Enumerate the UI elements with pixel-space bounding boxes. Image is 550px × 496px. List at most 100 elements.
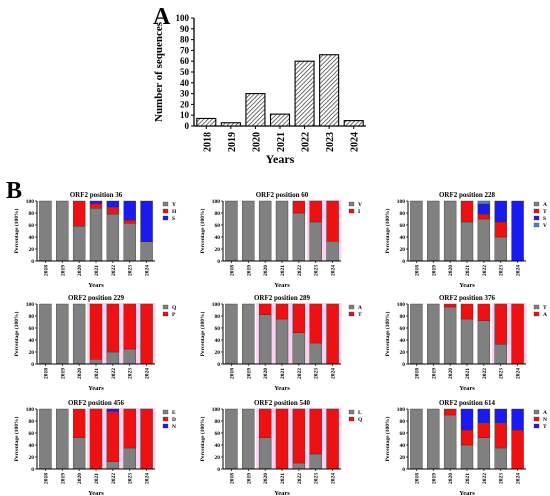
x-tick-label: 2018 — [229, 473, 235, 484]
bar-segment-t-2023 — [494, 221, 507, 238]
y-axis-title: Percentage (100%) — [384, 417, 391, 462]
bar-2020 — [245, 93, 266, 127]
x-tick-label: 2020 — [448, 368, 454, 379]
bar-segment-a-2021 — [460, 221, 474, 262]
bar-segment-e-2020 — [72, 437, 86, 470]
y-tick-label: 90 — [180, 24, 190, 34]
y-tick-label: 100 — [397, 302, 406, 308]
bar-segment-y-2020 — [72, 225, 86, 262]
bar-segment-t-2021 — [460, 318, 474, 365]
subchart-title: ORF2 position 229 — [68, 294, 125, 302]
bar-segment-a-2021 — [275, 318, 289, 365]
bar-segment-a-2021 — [460, 303, 474, 320]
x-tick-label: 2024 — [145, 265, 151, 276]
legend-label-q: Q — [172, 305, 177, 311]
y-tick-label: 30 — [180, 89, 190, 99]
legend-label-t: T — [358, 312, 362, 318]
y-tick-label: 40 — [29, 235, 35, 241]
subchart-orf2-position-540: 2018 2019 2020 2021 2022 2023 2024 0 20 40 60 80 100… — [199, 399, 363, 496]
bar-segment-n-2020 — [443, 408, 457, 416]
y-tick-label: 40 — [29, 443, 35, 449]
x-tick-label: 2021 — [465, 473, 471, 484]
x-tick-label: 2018 — [43, 368, 49, 379]
legend-label-d: D — [172, 417, 176, 423]
y-tick-label: 70 — [180, 45, 190, 55]
x-tick-label: 2020 — [77, 265, 83, 276]
y-tick-label: 60 — [29, 223, 35, 229]
y-tick-label: 0 — [217, 467, 220, 473]
y-tick-label: 80 — [180, 35, 190, 45]
y-tick-label: 100 — [212, 199, 221, 205]
x-tick-label: 2022 — [111, 473, 117, 484]
y-tick-label: 100 — [26, 407, 35, 413]
y-tick-label: 40 — [400, 338, 406, 344]
subchart-orf2-position-376: 2018 2019 2020 2021 2022 2023 2024 0 20 40 60 80 100… — [384, 294, 547, 392]
y-tick-label: 0 — [31, 259, 34, 265]
bar-segment-n-2022 — [106, 408, 120, 412]
x-axis-title: Years — [459, 385, 475, 392]
x-tick-label: 2019 — [431, 473, 437, 484]
x-tick-label: 2022 — [482, 265, 488, 276]
legend-label-l: L — [358, 410, 362, 416]
bar-segment-q-2023 — [123, 348, 136, 365]
y-tick-label: 100 — [176, 13, 190, 23]
y-tick-label: 80 — [215, 314, 221, 320]
bar-segment-a-2022 — [477, 303, 491, 321]
bar-2022 — [294, 60, 315, 127]
legend-swatch-s — [162, 215, 169, 221]
x-tick-label: 2022 — [297, 368, 303, 379]
legend-label-e: E — [172, 410, 176, 416]
legend-label-s: S — [172, 216, 175, 222]
y-axis-title: Percentage (100%) — [384, 312, 391, 357]
legend-swatch-l — [348, 409, 355, 415]
x-axis-title: Years — [88, 490, 104, 496]
legend-label-i: I — [358, 209, 360, 215]
y-tick-label: 60 — [215, 223, 221, 229]
x-tick-label: 2022 — [111, 265, 117, 276]
bar-segment-p-2021 — [89, 303, 103, 360]
subchart-title: ORF2 position 60 — [256, 191, 309, 199]
legend-swatch-a — [533, 311, 540, 317]
x-axis-title: Years — [274, 282, 290, 289]
x-tick-label: 2019 — [431, 368, 437, 379]
x-tick-label: 2023 — [499, 265, 505, 276]
bar-segment-i-2024 — [326, 200, 339, 242]
subchart-title: ORF2 position 36 — [70, 191, 123, 199]
x-tick-label: 2023 — [499, 368, 505, 379]
y-tick-label: 60 — [29, 326, 35, 332]
bar-segment-t-2023 — [309, 303, 322, 344]
y-tick-label: 0 — [31, 467, 34, 473]
bar-segment-y-2021 — [89, 207, 103, 262]
x-tick-label: 2019 — [246, 473, 252, 484]
y-tick-label: 20 — [29, 247, 35, 253]
bar-segment-t-2021 — [275, 303, 289, 320]
bar-segment-p-2023 — [123, 303, 136, 350]
x-axis-title: Years — [88, 282, 104, 289]
bar-segment-t-2018 — [410, 303, 423, 365]
bar-segment-a-2020 — [443, 200, 457, 262]
bar-segment-s-2023 — [123, 200, 136, 221]
legend-label-a: A — [543, 202, 547, 208]
bar-segment-a-2023 — [309, 342, 322, 365]
x-axis-title: Years — [459, 490, 475, 496]
x-tick-label: 2024 — [331, 368, 337, 379]
x-axis-title: Years — [274, 385, 290, 392]
y-tick-label: 80 — [215, 211, 221, 217]
bar-segment-d-2023 — [123, 408, 136, 449]
bar-segment-v-2020 — [258, 200, 272, 262]
bar-segment-q-2023 — [309, 408, 322, 455]
x-tick-label: 2019 — [60, 368, 66, 379]
x-tick-label: 2024 — [350, 132, 361, 152]
legend-label-a: A — [543, 410, 547, 416]
bar-segment-v-2021 — [275, 200, 289, 262]
bar-segment-d-2021 — [89, 408, 103, 470]
x-tick-label: 2024 — [331, 473, 337, 484]
x-tick-label: 2023 — [128, 473, 134, 484]
bar-segment-d-2020 — [72, 408, 86, 438]
bar-segment-e-2023 — [123, 447, 136, 470]
bar-segment-a-2020 — [443, 303, 457, 308]
legend-label-s: S — [543, 216, 546, 222]
x-tick-label: 2018 — [229, 368, 235, 379]
x-tick-label: 2021 — [465, 368, 471, 379]
y-tick-label: 100 — [397, 407, 406, 413]
